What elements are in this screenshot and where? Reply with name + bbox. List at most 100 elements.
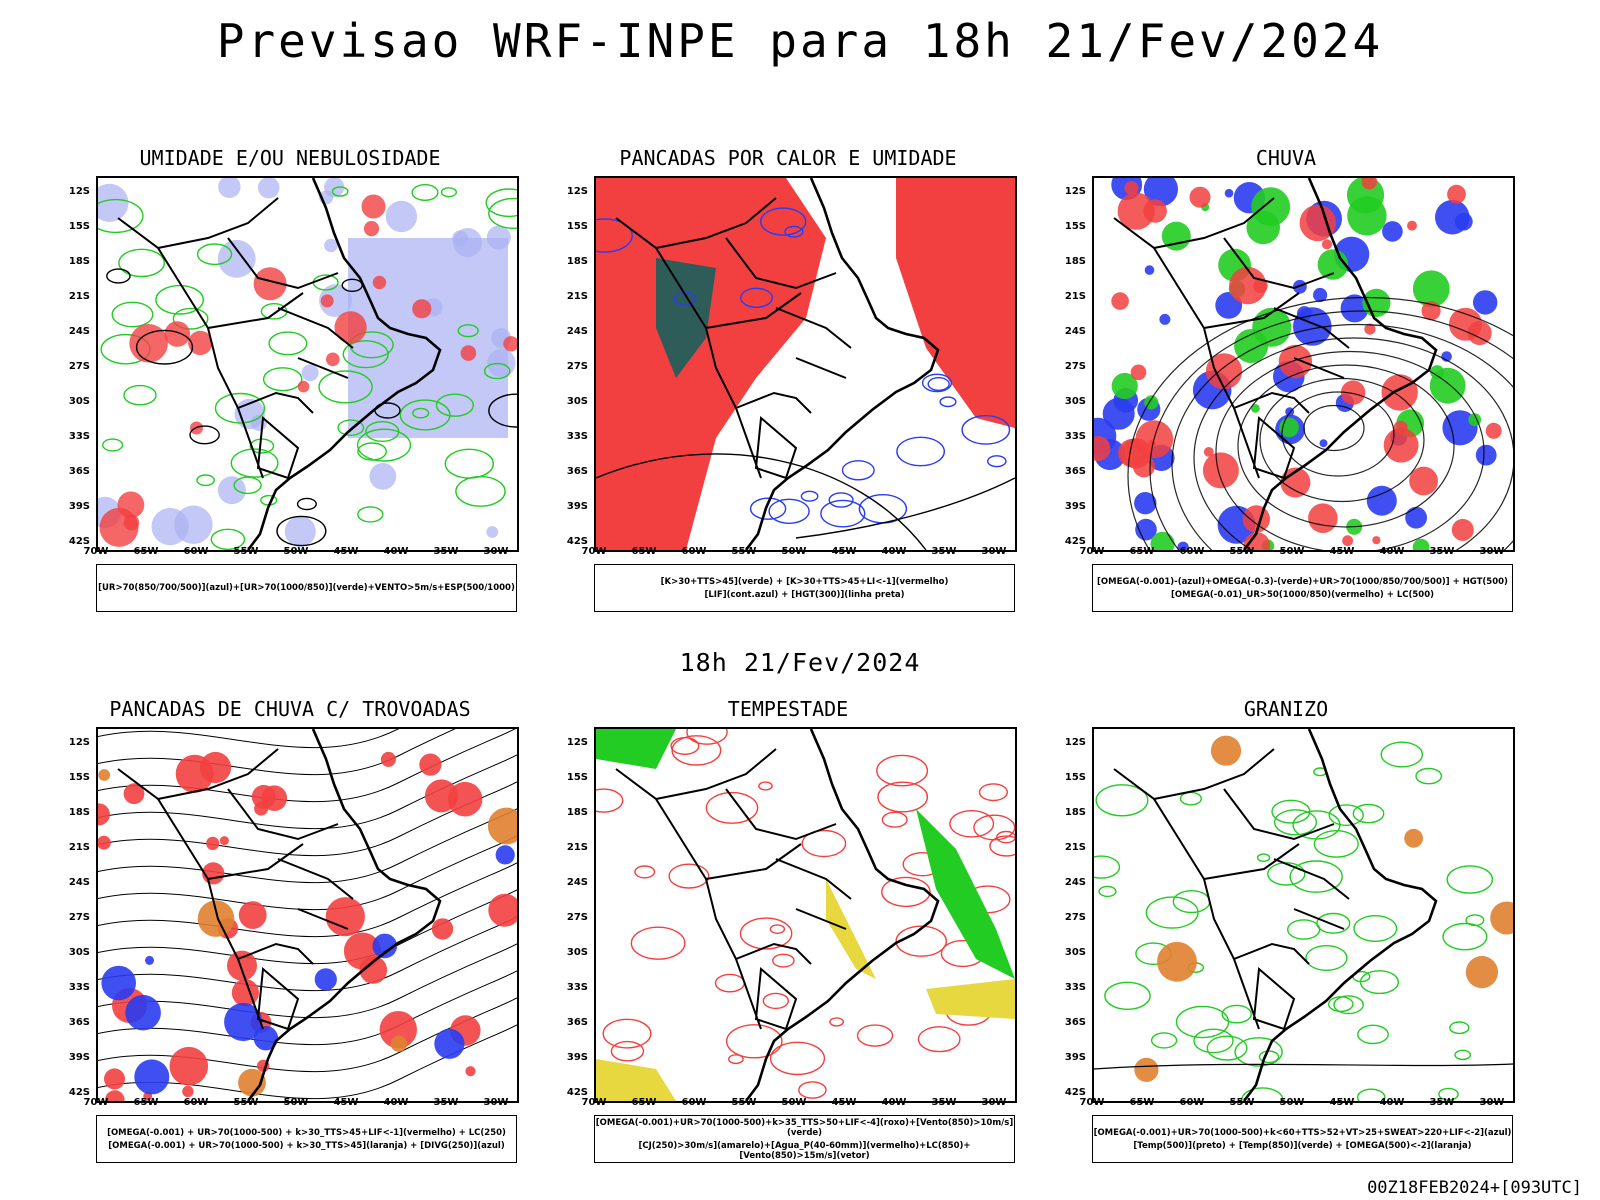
- panel-umidade: UMIDADE E/OU NEBULOSIDADE 12S 15S 18S 21S 24S…: [50, 146, 530, 616]
- panel-chuva: CHUVA 12S 15S 18S 21S 24S 27S 30S 33S 36S 39S 42S 70…: [1046, 146, 1526, 616]
- panel-pancadas-trovoadas: PANCADAS DE CHUVA C/ TROVOADAS 12S 15S 18S 2…: [50, 697, 530, 1167]
- panel-tempestade: TEMPESTADE 12S 15S 18S 21S 24S 27S 30S 33S 36S 39S…: [548, 697, 1028, 1167]
- lat-tick-label: 18S: [1064, 807, 1086, 818]
- panel-legend: [OMEGA(-0.001)+UR>70(1000-500)+k<60+TTS>…: [1092, 1115, 1513, 1163]
- panel-legend: [OMEGA(-0.001)-(azul)+OMEGA(-0.3)-(verde…: [1092, 564, 1513, 612]
- legend-line: [Temp(500)](preto) + [Temp(850)](verde) …: [1133, 1140, 1472, 1151]
- lat-tick-label: 21S: [1064, 842, 1086, 853]
- lon-tick-label: 70W: [1079, 1097, 1105, 1108]
- panel-title: PANCADAS DE CHUVA C/ TROVOADAS: [109, 697, 471, 721]
- lat-tick-label: 15S: [68, 772, 90, 783]
- lon-tick-label: 55W: [1229, 546, 1255, 557]
- lon-tick-label: 30W: [483, 1097, 509, 1108]
- section-title: 18h 21/Fev/2024: [679, 648, 921, 677]
- lon-tick-label: 50W: [1279, 1097, 1305, 1108]
- lat-tick-label: 12S: [566, 186, 588, 197]
- page-title: Previsao WRF-INPE para 18h 21/Fev/2024: [216, 14, 1384, 68]
- lon-tick-label: 55W: [731, 1097, 757, 1108]
- lon-tick-label: 70W: [1079, 546, 1105, 557]
- lat-tick-label: 21S: [566, 842, 588, 853]
- lon-tick-label: 45W: [333, 546, 359, 557]
- lat-tick-label: 30S: [68, 396, 90, 407]
- lon-tick-label: 40W: [383, 1097, 409, 1108]
- lon-tick-label: 70W: [83, 1097, 109, 1108]
- lon-tick-label: 40W: [383, 546, 409, 557]
- lat-tick-label: 12S: [1064, 186, 1086, 197]
- lat-tick-label: 21S: [566, 291, 588, 302]
- lon-tick-label: 65W: [133, 1097, 159, 1108]
- lat-tick-label: 30S: [566, 396, 588, 407]
- lat-tick-label: 12S: [1064, 737, 1086, 748]
- lon-tick-label: 50W: [781, 1097, 807, 1108]
- panel-title: GRANIZO: [1243, 697, 1329, 721]
- panel-legend: [UR>70(850/700/500)](azul)+[UR>70(1000/8…: [96, 564, 517, 612]
- lon-tick-label: 40W: [1379, 1097, 1405, 1108]
- lon-tick-label: 45W: [1329, 546, 1355, 557]
- panel-title: TEMPESTADE: [727, 697, 849, 721]
- lat-tick-label: 36S: [566, 1017, 588, 1028]
- lon-tick-label: 30W: [981, 546, 1007, 557]
- lon-tick-label: 70W: [581, 1097, 607, 1108]
- lat-tick-label: 36S: [1064, 466, 1086, 477]
- lat-tick-label: 36S: [1064, 1017, 1086, 1028]
- lon-tick-label: 50W: [781, 546, 807, 557]
- lat-tick-label: 42S: [566, 536, 588, 547]
- lon-tick-label: 70W: [581, 546, 607, 557]
- lat-tick-label: 36S: [68, 1017, 90, 1028]
- lon-tick-label: 45W: [333, 1097, 359, 1108]
- panel-title: CHUVA: [1255, 146, 1317, 170]
- forecast-map: [594, 727, 1017, 1103]
- lon-tick-label: 50W: [283, 546, 309, 557]
- lon-tick-label: 60W: [1179, 1097, 1205, 1108]
- lat-tick-label: 39S: [566, 1052, 588, 1063]
- lon-tick-label: 45W: [831, 546, 857, 557]
- lat-tick-label: 18S: [68, 807, 90, 818]
- lat-tick-label: 30S: [566, 947, 588, 958]
- lat-tick-label: 39S: [1064, 501, 1086, 512]
- lat-tick-label: 24S: [1064, 326, 1086, 337]
- forecast-map: [1092, 727, 1515, 1103]
- lat-tick-label: 24S: [566, 877, 588, 888]
- lon-tick-label: 65W: [1129, 546, 1155, 557]
- legend-line: [CJ(250)>30m/s](amarelo)+[Agua_P(40-60mm…: [638, 1140, 971, 1161]
- lon-tick-label: 40W: [881, 1097, 907, 1108]
- lon-tick-label: 60W: [183, 546, 209, 557]
- lat-tick-label: 33S: [1064, 431, 1086, 442]
- legend-line: [K>30+TTS>45](verde) + [K>30+TTS>45+LI<-…: [660, 576, 949, 587]
- lon-tick-label: 65W: [631, 1097, 657, 1108]
- lon-tick-label: 50W: [283, 1097, 309, 1108]
- lat-tick-label: 24S: [566, 326, 588, 337]
- legend-line: [OMEGA(-0.01)_UR>50(1000/850)(vermelho) …: [1170, 589, 1435, 600]
- lon-tick-label: 65W: [133, 546, 159, 557]
- lat-tick-label: 12S: [566, 737, 588, 748]
- lat-tick-label: 15S: [68, 221, 90, 232]
- lon-tick-label: 55W: [731, 546, 757, 557]
- lon-tick-label: 40W: [1379, 546, 1405, 557]
- lat-tick-label: 39S: [68, 1052, 90, 1063]
- lat-tick-label: 21S: [68, 291, 90, 302]
- lat-tick-label: 18S: [566, 256, 588, 267]
- lat-tick-label: 12S: [68, 737, 90, 748]
- legend-line: [OMEGA(-0.001) + UR>70(1000-500) + k>30_…: [108, 1140, 505, 1151]
- lon-tick-label: 60W: [1179, 546, 1205, 557]
- lat-tick-label: 27S: [68, 912, 90, 923]
- lat-tick-label: 30S: [68, 947, 90, 958]
- lat-tick-label: 33S: [566, 982, 588, 993]
- lat-tick-label: 33S: [68, 431, 90, 442]
- lat-tick-label: 27S: [1064, 912, 1086, 923]
- panel-title: UMIDADE E/OU NEBULOSIDADE: [139, 146, 441, 170]
- panel-title: PANCADAS POR CALOR E UMIDADE: [619, 146, 957, 170]
- lat-tick-label: 18S: [566, 807, 588, 818]
- lat-tick-label: 18S: [1064, 256, 1086, 267]
- lon-tick-label: 35W: [931, 546, 957, 557]
- forecast-map: [96, 727, 519, 1103]
- lon-tick-label: 65W: [1129, 1097, 1155, 1108]
- legend-line: [OMEGA(-0.001) + UR>70(1000-500) + k>30_…: [107, 1127, 506, 1138]
- lat-tick-label: 12S: [68, 186, 90, 197]
- lat-tick-label: 15S: [566, 221, 588, 232]
- panel-legend: [OMEGA(-0.001) + UR>70(1000-500) + k>30_…: [96, 1115, 517, 1163]
- forecast-map: [1092, 176, 1515, 552]
- lat-tick-label: 36S: [566, 466, 588, 477]
- lat-tick-label: 30S: [1064, 947, 1086, 958]
- lat-tick-label: 36S: [68, 466, 90, 477]
